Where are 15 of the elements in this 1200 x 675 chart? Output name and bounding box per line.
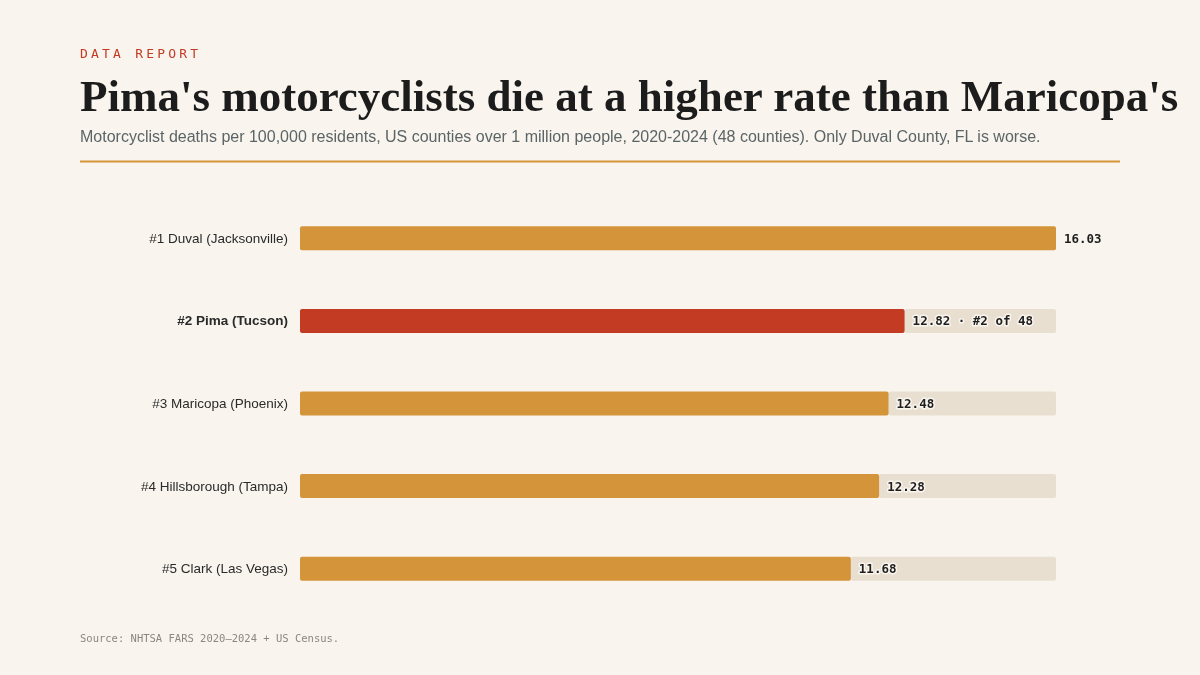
chart-title: Pima's motorcyclists die at a higher rate than Maricopa's: [80, 71, 1179, 121]
y-tick-label: #4 Hillsborough (Tampa): [140, 478, 288, 494]
y-tick-label: #2 Pima (Tucson): [177, 313, 288, 329]
data-label: 12.82 · #2 of 48: [912, 313, 1034, 329]
bar: [300, 226, 1056, 251]
chart-subtitle: Motorcyclist deaths per 100,000 residents, US counties over 1 million people, 2020-2024 (48 counties). Only Duval County, FL is worse.: [80, 128, 1041, 145]
data-label: 16.03: [1064, 230, 1102, 246]
source-note: Source: NHTSA FARS 2020–2024 + US Census.: [80, 632, 340, 644]
y-tick-label: #5 Clark (Las Vegas): [161, 561, 288, 577]
data-label: 12.48: [896, 396, 935, 411]
text: DATA REPORT: [80, 46, 202, 61]
data-label: 12.28: [887, 478, 925, 494]
data-label: 11.68: [858, 561, 897, 577]
y-tick-label: #3 Maricopa (Phoenix): [152, 396, 288, 411]
y-tick-label: #1 Duval (Jacksonville): [149, 230, 288, 246]
